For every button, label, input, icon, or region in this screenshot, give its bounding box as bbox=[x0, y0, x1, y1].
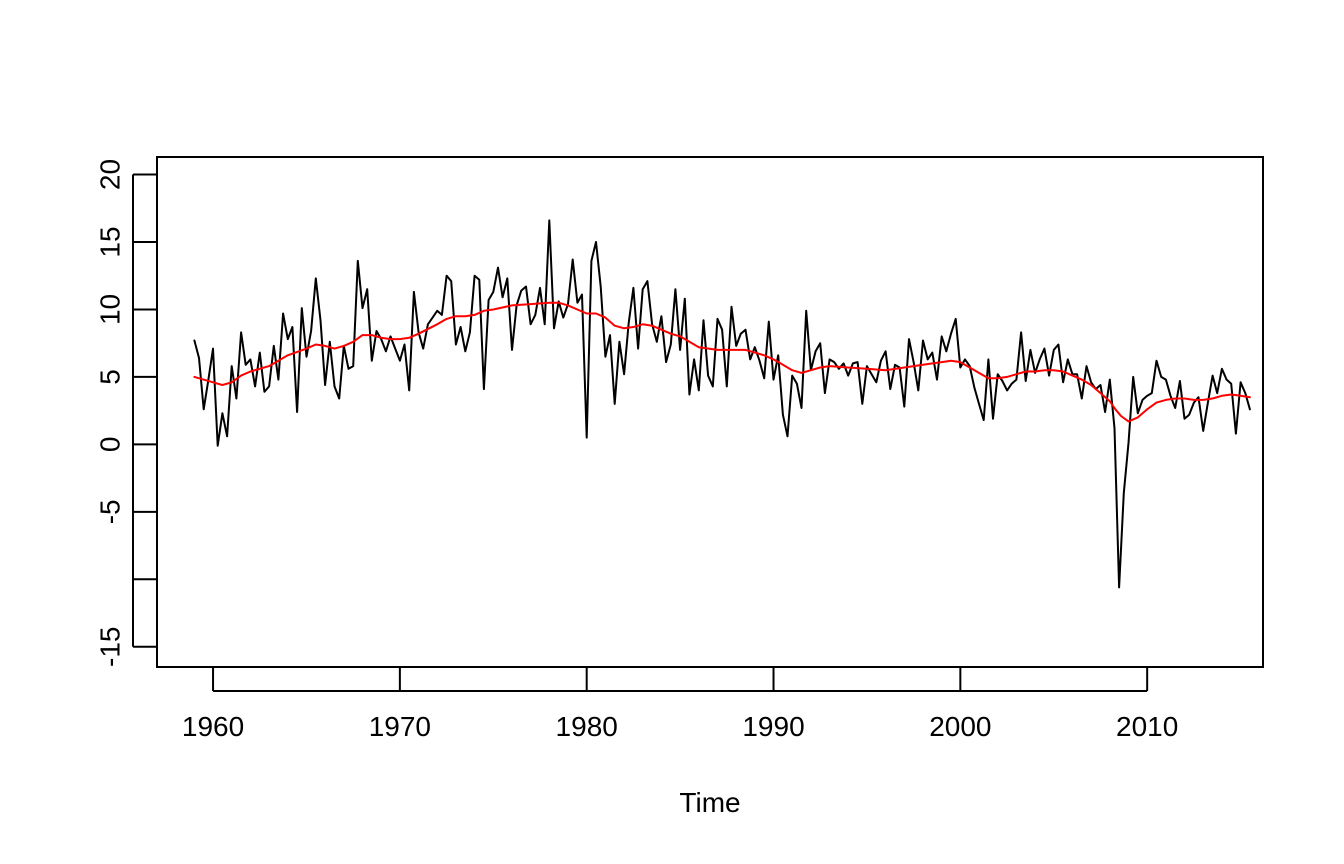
y-tick-label: 0 bbox=[95, 437, 126, 453]
y-tick-label: 5 bbox=[95, 369, 126, 385]
y-tick-label: -5 bbox=[95, 499, 126, 524]
series-line-observed bbox=[193, 219, 1251, 589]
x-tick-label: 1980 bbox=[556, 711, 618, 742]
y-tick-label: 20 bbox=[95, 159, 126, 190]
series-line-trend bbox=[193, 301, 1251, 423]
y-tick-label: -15 bbox=[95, 627, 126, 667]
x-axis-title: Time bbox=[679, 787, 740, 818]
y-axis: -15 -5 0 5 10 15 20 bbox=[95, 159, 157, 667]
y-tick-label: 10 bbox=[95, 294, 126, 325]
x-tick-label: 2010 bbox=[1116, 711, 1178, 742]
x-tick-label: 1970 bbox=[369, 711, 431, 742]
x-tick-label: 1960 bbox=[182, 711, 244, 742]
series-layer bbox=[193, 219, 1251, 589]
plot-frame bbox=[156, 156, 1264, 668]
y-tick-label: 15 bbox=[95, 226, 126, 257]
x-tick-label: 2000 bbox=[929, 711, 991, 742]
x-tick-label: 1990 bbox=[742, 711, 804, 742]
x-axis: 1960 1970 1980 1990 2000 2010 bbox=[182, 667, 1178, 742]
